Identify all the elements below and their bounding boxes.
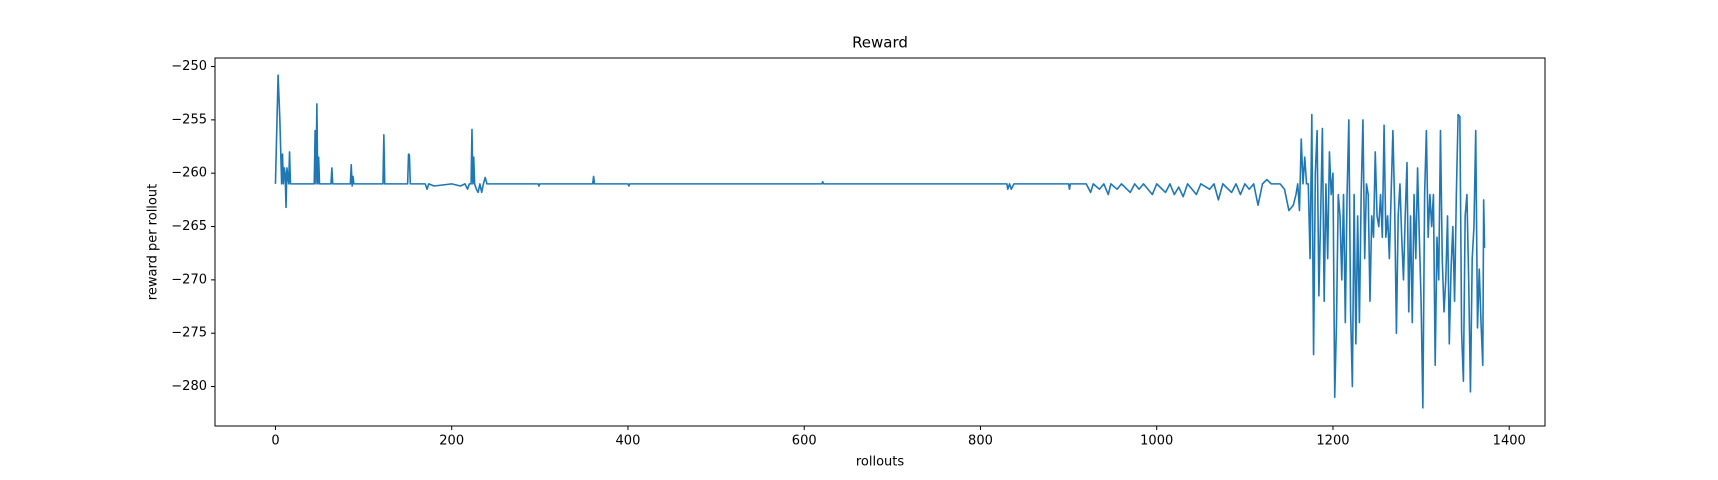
y-tick-label: −255 <box>171 112 207 127</box>
x-tick-label: 1000 <box>1140 434 1173 449</box>
y-axis-label: reward per rollout <box>146 184 161 300</box>
x-tick-label: 400 <box>616 434 641 449</box>
plot-frame <box>214 57 1546 427</box>
x-tick-label: 800 <box>968 434 993 449</box>
x-tick-label: 0 <box>271 434 279 449</box>
chart-title: Reward <box>852 34 908 52</box>
y-tick-label: −275 <box>171 326 207 341</box>
y-tick-label: −260 <box>171 166 207 181</box>
y-tick-label: −270 <box>171 272 207 287</box>
y-tick-label: −280 <box>171 379 207 394</box>
line <box>274 74 1486 409</box>
x-tick-label: 200 <box>439 434 464 449</box>
x-tick-label: 1400 <box>1493 434 1526 449</box>
y-tick-label: −250 <box>171 59 207 74</box>
x-tick-label: 600 <box>792 434 817 449</box>
x-tick-label: 1200 <box>1316 434 1349 449</box>
y-tick-label: −265 <box>171 219 207 234</box>
x-axis-label: rollouts <box>856 455 905 470</box>
